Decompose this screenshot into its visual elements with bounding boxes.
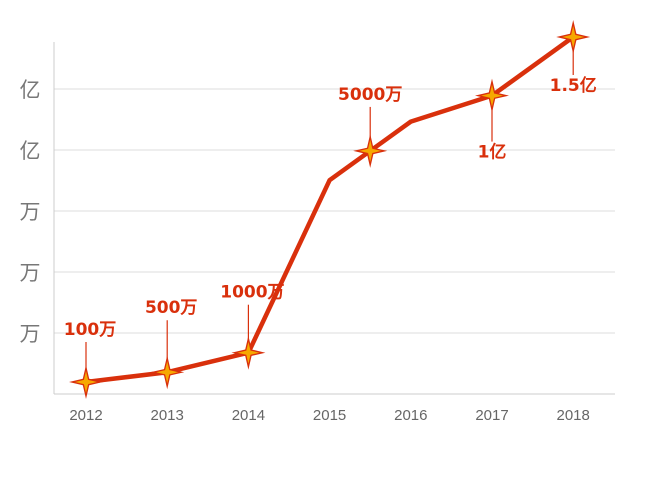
data-label: 1.5亿: [550, 75, 597, 96]
data-label: 500万: [145, 298, 198, 318]
x-tick-label: 2016: [394, 407, 427, 424]
marker-star-inner: [562, 26, 585, 48]
x-tick-label: 2015: [313, 407, 346, 424]
y-tick-label: 亿: [20, 78, 41, 102]
marker-star-inner: [75, 371, 97, 393]
y-tick-label: 万: [20, 200, 41, 224]
y-tick-label: 万: [20, 261, 41, 285]
data-label: 1亿: [478, 142, 507, 163]
x-tick-label: 2018: [557, 407, 590, 424]
x-tick-labels: 2012 2013 2014 2015 2016 2017 2018: [69, 407, 590, 424]
data-label: 5000万: [338, 85, 402, 105]
y-tick-label: 万: [20, 322, 41, 346]
data-label: 1000万: [220, 283, 284, 303]
x-tick-label: 2014: [232, 407, 265, 424]
x-tick-label: 2012: [69, 407, 102, 424]
x-tick-label: 2017: [475, 407, 508, 424]
data-labels: 100万 500万 1000万 5000万 1亿 1.5亿: [64, 75, 597, 340]
marker-star-inner: [359, 139, 382, 162]
grid-lines: [54, 88, 615, 334]
markers: [69, 20, 591, 399]
x-tick-label: 2013: [151, 407, 184, 424]
data-label: 100万: [64, 320, 117, 340]
marker-star-inner: [156, 361, 179, 384]
y-tick-label: 亿: [20, 139, 41, 163]
marker-star-inner: [481, 84, 503, 107]
marker-star-inner: [237, 341, 260, 364]
